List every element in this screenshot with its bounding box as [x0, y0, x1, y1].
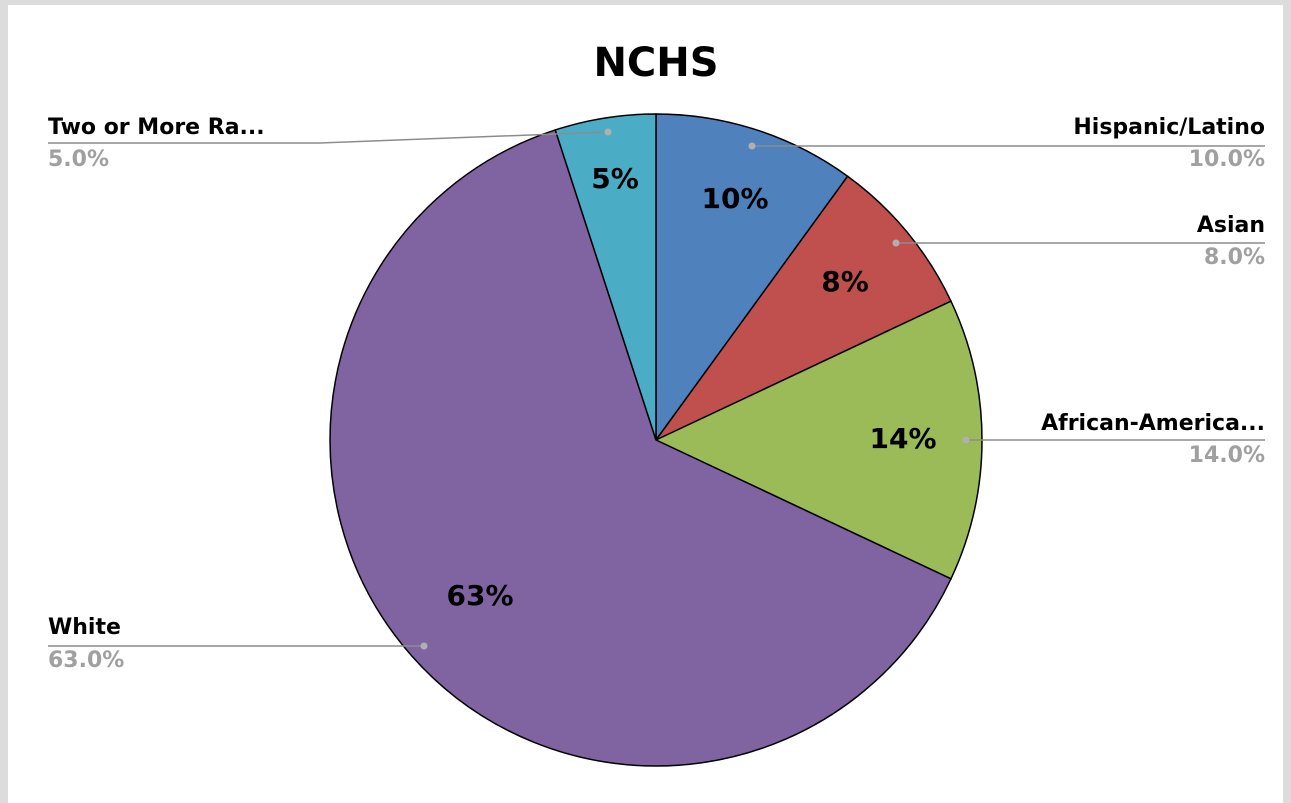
callout-name: African-America... [1041, 411, 1265, 436]
callout-value: 5.0% [48, 147, 109, 172]
slice-label: 14% [869, 422, 936, 455]
callout-value: 10.0% [1189, 147, 1265, 172]
callout-value: 63.0% [48, 648, 124, 673]
pie-slice [655, 113, 849, 443]
slice-label: 10% [701, 182, 768, 215]
leader-dot [962, 436, 970, 444]
chart-title: NCHS [593, 40, 718, 86]
callout-value: 8.0% [1204, 245, 1265, 270]
leader-dot [892, 239, 900, 247]
leader-dot [604, 128, 612, 136]
pie-slice [329, 129, 952, 767]
callout-name: White [48, 615, 121, 640]
leader-dot [748, 142, 756, 150]
callout-value: 14.0% [1189, 443, 1265, 468]
leader-dot [420, 642, 428, 650]
slice-label: 5% [591, 162, 639, 195]
callout-name: Hispanic/Latino [1073, 115, 1265, 140]
callout-name: Asian [1197, 213, 1265, 238]
slice-label: 8% [821, 265, 869, 298]
leader-line [48, 131, 609, 144]
callout-name: Two or More Ra... [48, 115, 265, 140]
pie-slice [655, 175, 952, 441]
slice-label: 63% [446, 579, 513, 612]
pie-slice [554, 113, 657, 441]
